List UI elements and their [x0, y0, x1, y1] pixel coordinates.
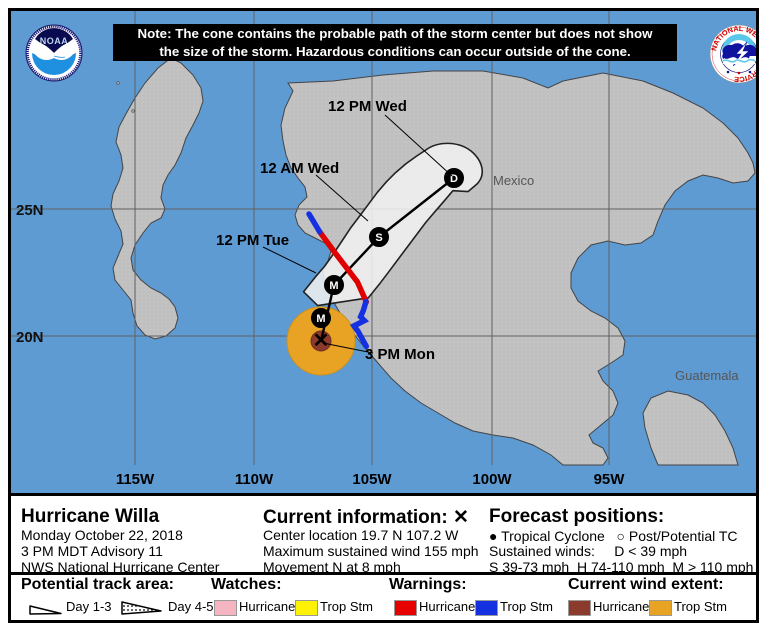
svg-text:20N: 20N	[16, 329, 44, 346]
svg-text:95W: 95W	[594, 471, 626, 488]
svg-text:105W: 105W	[352, 471, 392, 488]
svg-text:100W: 100W	[472, 471, 512, 488]
svg-text:25N: 25N	[16, 202, 44, 219]
svg-text:S: S	[375, 232, 382, 244]
svg-text:12 PM Tue: 12 PM Tue	[216, 232, 289, 249]
svg-text:115W: 115W	[116, 471, 155, 488]
svg-text:Mexico: Mexico	[493, 173, 534, 188]
svg-text:M: M	[316, 313, 325, 325]
svg-text:✕: ✕	[313, 330, 330, 352]
svg-text:3 PM Mon: 3 PM Mon	[365, 346, 435, 363]
svg-text:NOAA: NOAA	[40, 36, 69, 46]
svg-text:12 PM Wed: 12 PM Wed	[328, 98, 407, 115]
svg-text:Guatemala: Guatemala	[675, 368, 739, 383]
svg-text:M: M	[329, 280, 338, 292]
svg-text:110W: 110W	[235, 471, 274, 488]
svg-text:12 AM Wed: 12 AM Wed	[260, 160, 339, 177]
